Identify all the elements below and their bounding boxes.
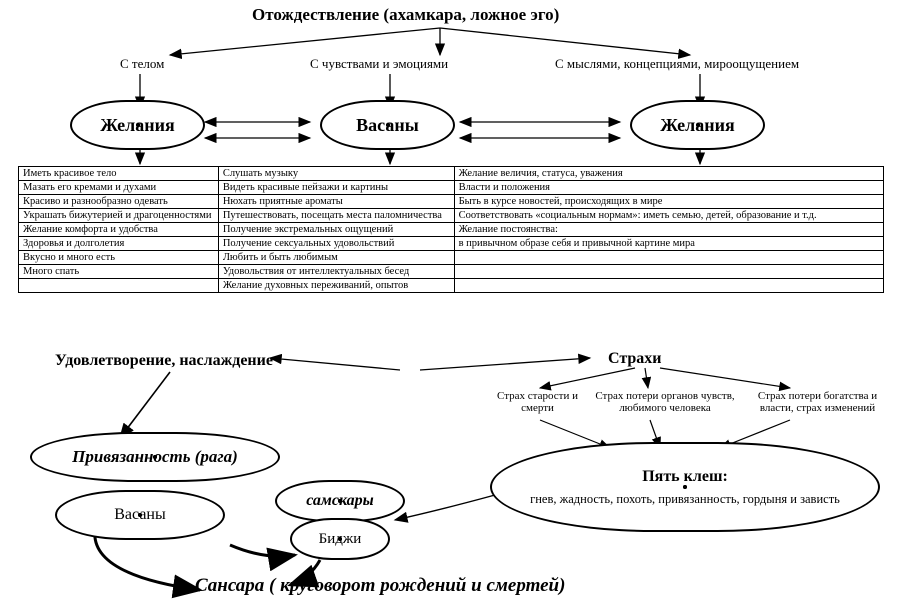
table-cell: Получение сексуальных удовольствий [218,237,454,251]
bubble-vasany-label: Васаны [356,115,419,136]
branch-body: С телом [120,57,164,71]
table-cell: Желание постоянства: [454,223,883,237]
bubble-vasany-center: Васаны [320,100,455,150]
table-cell [19,279,219,293]
table-cell: Видеть красивые пейзажи и картины [218,181,454,195]
attachment-label: Привязанность (рага) [72,447,238,467]
title: Отождествление (ахамкара, ложное эго) [252,6,559,25]
table-cell: Нюхать приятные ароматы [218,195,454,209]
table-cell [454,279,883,293]
bubble-klesha: Пять клеш: гнев, жадность, похоть, привя… [490,442,880,532]
table-cell: Соответствовать «социальным нормам»: име… [454,209,883,223]
table-cell: Вкусно и много есть [19,251,219,265]
table-cell: Получение экстремальных ощущений [218,223,454,237]
bubble-desires-right-label: Желания [660,115,734,136]
bubble-samskary: самскары [275,480,405,522]
fear-2: Страх потери органов чувств, любимого че… [580,390,750,414]
table-cell: Быть в курсе новостей, происходящих в ми… [454,195,883,209]
klesha-title: Пять клеш: [642,468,728,486]
fear-1: Страх старости и смерти [480,390,595,414]
bubble-bidji: Биджи [290,518,390,560]
table-cell: Власти и положения [454,181,883,195]
table-cell: Желание комфорта и удобства [19,223,219,237]
table-cell: в привычном образе себя и привычной карт… [454,237,883,251]
table-cell: Удовольствия от интеллектуальных бесед [218,265,454,279]
table-cell: Путешествовать, посещать места паломниче… [218,209,454,223]
branch-thoughts: С мыслями, концепциями, мироощущением [555,57,799,71]
fear-3: Страх потери богатства и власти, страх и… [740,390,895,414]
bubble-vasany-bottom: Васаны [55,490,225,540]
table-cell: Мазать его кремами и духами [19,181,219,195]
bubble-desires-right: Желания [630,100,765,150]
table-cell: Красиво и разнообразно одевать [19,195,219,209]
vasany-label: Васаны [114,506,165,524]
fears-heading: Страхи [608,350,662,368]
bubble-attachment: Привязанность (рага) [30,432,280,482]
branch-feelings: С чувствами и эмоциями [310,57,448,71]
table-cell: Желание духовных переживаний, опытов [218,279,454,293]
sansara-text: Сансара ( круговорот рождений и смертей) [195,576,565,597]
bubble-desires-left: Желания [70,100,205,150]
table-cell: Иметь красивое тело [19,167,219,181]
table-cell [454,265,883,279]
bubble-desires-left-label: Желания [100,115,174,136]
table-cell: Украшать бижутерией и драгоценностями [19,209,219,223]
klesha-list: гнев, жадность, похоть, привязанность, г… [530,492,840,507]
samskary-label: самскары [306,492,374,510]
table-cell: Много спать [19,265,219,279]
satisfaction-heading: Удовлетворение, наслаждение [55,352,273,370]
table-cell [454,251,883,265]
table-cell: Здоровья и долголетия [19,237,219,251]
table-cell: Слушать музыку [218,167,454,181]
table-cell: Любить и быть любимым [218,251,454,265]
table-cell: Желание величия, статуса, уважения [454,167,883,181]
desires-table: Иметь красивое телоСлушать музыкуЖелание… [18,166,884,293]
bidji-label: Биджи [319,531,362,548]
